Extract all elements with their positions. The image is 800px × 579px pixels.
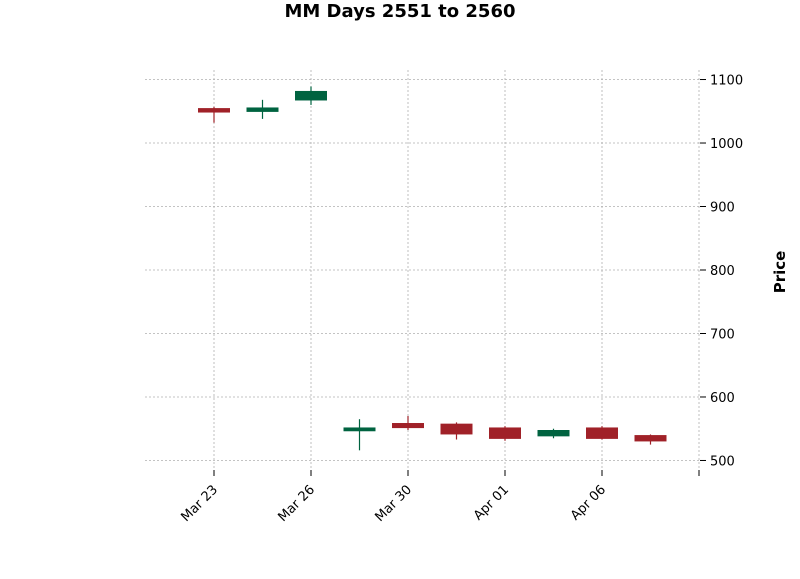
y-tick-label: 500 <box>710 454 735 469</box>
y-axis: 500 600 700 800 900 1000 1100 <box>700 74 743 469</box>
candles-layer <box>198 86 667 451</box>
y-tick-label: 600 <box>710 391 735 406</box>
candle-body-down <box>440 423 473 435</box>
candle-body-down <box>634 435 667 442</box>
candle-body-up <box>295 90 327 101</box>
y-tick-label: 900 <box>710 201 735 216</box>
chart-title: MM Days 2551 to 2560 <box>284 1 515 22</box>
candle-body-up <box>246 107 279 112</box>
y-tick-label: 800 <box>710 264 735 279</box>
y-tick-label: 700 <box>710 327 735 342</box>
candle-body-down <box>392 423 424 429</box>
x-axis: Mar 23 Mar 26 Mar 30 Apr 01 Apr 06 <box>178 470 700 525</box>
candle-body-down <box>586 427 618 439</box>
y-tick-label: 1100 <box>710 74 743 89</box>
x-tick-label: Mar 23 <box>178 482 221 525</box>
y-axis-label: Price <box>771 251 789 294</box>
candle-body-down <box>489 427 521 439</box>
candle-body-up <box>343 427 376 432</box>
x-tick-label: Mar 26 <box>275 482 318 525</box>
x-tick-label: Apr 06 <box>568 482 609 523</box>
grid-layer <box>145 70 700 470</box>
y-tick-label: 1000 <box>710 137 743 152</box>
candle-body-down <box>198 108 230 113</box>
x-tick-label: Apr 01 <box>471 482 512 523</box>
candle-body-up <box>537 430 570 437</box>
x-tick-label: Mar 30 <box>372 482 415 525</box>
